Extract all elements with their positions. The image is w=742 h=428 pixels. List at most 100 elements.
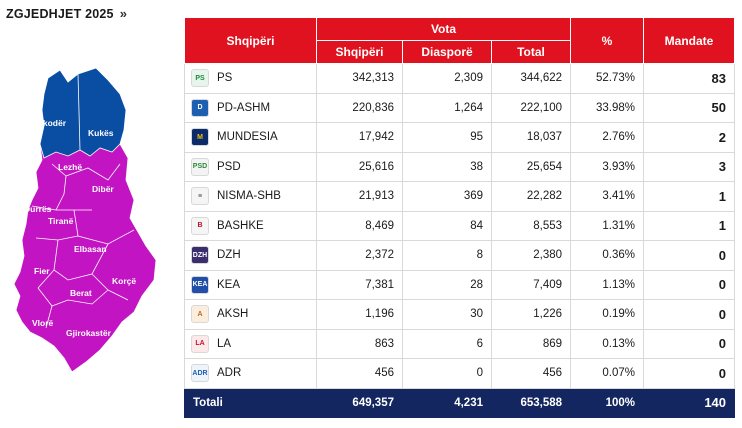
party-name: LA <box>217 337 232 350</box>
header-sub-albania: Shqipëri <box>316 40 403 64</box>
header-sub-total: Total <box>490 40 572 64</box>
party-row[interactable]: B BASHKE 8,469 84 8,553 1.31% 1 <box>184 210 736 241</box>
votes-albania: 8,469 <box>316 210 403 241</box>
map-label-shkoder: Shkodër <box>32 118 67 128</box>
party-cell: DZH DZH <box>184 240 317 271</box>
votes-diaspora: 28 <box>402 269 492 300</box>
ps-rose-logo-icon: PS <box>191 69 209 88</box>
votes-albania: 25,616 <box>316 151 403 182</box>
votes-total: 25,654 <box>490 151 572 182</box>
party-row[interactable]: M MUNDESIA 17,942 95 18,037 2.76% 2 <box>184 122 736 153</box>
results-body: PS PS 342,313 2,309 344,622 52.73% 83 D PD-ASHM 2… <box>184 63 736 389</box>
double-chevron-right-icon[interactable]: » <box>119 6 128 21</box>
bashke-logo-icon: B <box>191 216 209 235</box>
party-cell: KEA KEA <box>184 269 317 300</box>
page-title-block[interactable]: ZGJEDHJET 2025 » <box>6 6 127 21</box>
map-borders <box>31 73 135 329</box>
party-cell: PS PS <box>184 63 317 94</box>
total-row: Totali 649,357 4,231 653,588 100% 140 <box>184 387 736 418</box>
seat-count: 2 <box>643 122 736 153</box>
party-row[interactable]: D PD-ASHM 220,836 1,264 222,100 33.98% 50 <box>184 92 736 123</box>
party-row[interactable]: ADR ADR 456 0 456 0.07% 0 <box>184 358 736 389</box>
party-cell: ≡ NISMA-SHB <box>184 181 317 212</box>
seat-count: 0 <box>643 269 736 300</box>
party-row[interactable]: LA LA 863 6 869 0.13% 0 <box>184 328 736 359</box>
adr-logo-icon: ADR <box>191 364 209 383</box>
votes-albania: 456 <box>316 358 403 389</box>
total-percent: 100% <box>570 387 645 418</box>
map-label-elbasan: Elbasan <box>74 244 107 254</box>
aksh-logo-icon: A <box>191 305 209 324</box>
map-label-diber: Dibër <box>92 184 114 194</box>
votes-total: 7,409 <box>490 269 572 300</box>
votes-diaspora: 2,309 <box>402 63 492 94</box>
map-label-vlore: Vlorë <box>32 318 54 328</box>
map-label-durres: Durrës <box>24 204 52 214</box>
map-label-fier: Fier <box>34 266 50 276</box>
votes-total: 8,553 <box>490 210 572 241</box>
seat-count: 1 <box>643 181 736 212</box>
vote-percent: 1.13% <box>570 269 645 300</box>
nisma-logo-icon: ≡ <box>191 187 209 206</box>
party-row[interactable]: PS PS 342,313 2,309 344,622 52.73% 83 <box>184 63 736 94</box>
la-logo-icon: LA <box>191 334 209 353</box>
map-label-gjirokaster: Gjirokastër <box>66 328 112 338</box>
party-cell: B BASHKE <box>184 210 317 241</box>
party-name: PD-ASHM <box>217 101 271 114</box>
vote-percent: 0.19% <box>570 299 645 330</box>
votes-diaspora: 1,264 <box>402 92 492 123</box>
page-title: ZGJEDHJET 2025 <box>6 6 114 21</box>
party-cell: PSD PSD <box>184 151 317 182</box>
votes-albania: 21,913 <box>316 181 403 212</box>
vote-percent: 2.76% <box>570 122 645 153</box>
map-labels: Shkodër Kukës Lezhë Dibër Durrës Tiranë … <box>24 118 136 338</box>
seat-count: 3 <box>643 151 736 182</box>
header-country: Shqipëri <box>184 17 317 64</box>
vote-percent: 0.36% <box>570 240 645 271</box>
votes-total: 869 <box>490 328 572 359</box>
dzh-logo-icon: DZH <box>191 246 209 265</box>
header-votes: Vota <box>315 17 572 41</box>
seat-count: 1 <box>643 210 736 241</box>
party-row[interactable]: A AKSH 1,196 30 1,226 0.19% 0 <box>184 299 736 330</box>
party-name: PS <box>217 72 233 85</box>
votes-total: 344,622 <box>490 63 572 94</box>
votes-total: 1,226 <box>490 299 572 330</box>
votes-diaspora: 369 <box>402 181 492 212</box>
votes-diaspora: 84 <box>402 210 492 241</box>
total-albania: 649,357 <box>316 387 403 418</box>
vote-percent: 0.13% <box>570 328 645 359</box>
votes-albania: 7,381 <box>316 269 403 300</box>
party-cell: A AKSH <box>184 299 317 330</box>
vote-percent: 3.93% <box>570 151 645 182</box>
header-seats: Mandate <box>643 17 736 64</box>
vote-percent: 3.41% <box>570 181 645 212</box>
map-label-tirane: Tiranë <box>48 216 74 226</box>
seat-count: 0 <box>643 328 736 359</box>
party-cell: ADR ADR <box>184 358 317 389</box>
party-row[interactable]: ≡ NISMA-SHB 21,913 369 22,282 3.41% 1 <box>184 181 736 212</box>
vote-percent: 0.07% <box>570 358 645 389</box>
seat-count: 0 <box>643 240 736 271</box>
votes-diaspora: 38 <box>402 151 492 182</box>
votes-albania: 1,196 <box>316 299 403 330</box>
seat-count: 0 <box>643 299 736 330</box>
party-row[interactable]: KEA KEA 7,381 28 7,409 1.13% 0 <box>184 269 736 300</box>
vote-percent: 33.98% <box>570 92 645 123</box>
votes-diaspora: 0 <box>402 358 492 389</box>
party-row[interactable]: PSD PSD 25,616 38 25,654 3.93% 3 <box>184 151 736 182</box>
votes-total: 18,037 <box>490 122 572 153</box>
party-cell: M MUNDESIA <box>184 122 317 153</box>
votes-albania: 220,836 <box>316 92 403 123</box>
pd-logo-icon: D <box>191 98 209 117</box>
party-name: AKSH <box>217 308 249 321</box>
total-diaspora: 4,231 <box>402 387 492 418</box>
map-region-north[interactable] <box>39 67 127 159</box>
party-row[interactable]: DZH DZH 2,372 8 2,380 0.36% 0 <box>184 240 736 271</box>
seat-count: 50 <box>643 92 736 123</box>
albania-map: Shkodër Kukës Lezhë Dibër Durrës Tiranë … <box>8 60 170 380</box>
votes-total: 22,282 <box>490 181 572 212</box>
vote-percent: 1.31% <box>570 210 645 241</box>
header-percent: % <box>570 17 645 64</box>
party-cell: LA LA <box>184 328 317 359</box>
